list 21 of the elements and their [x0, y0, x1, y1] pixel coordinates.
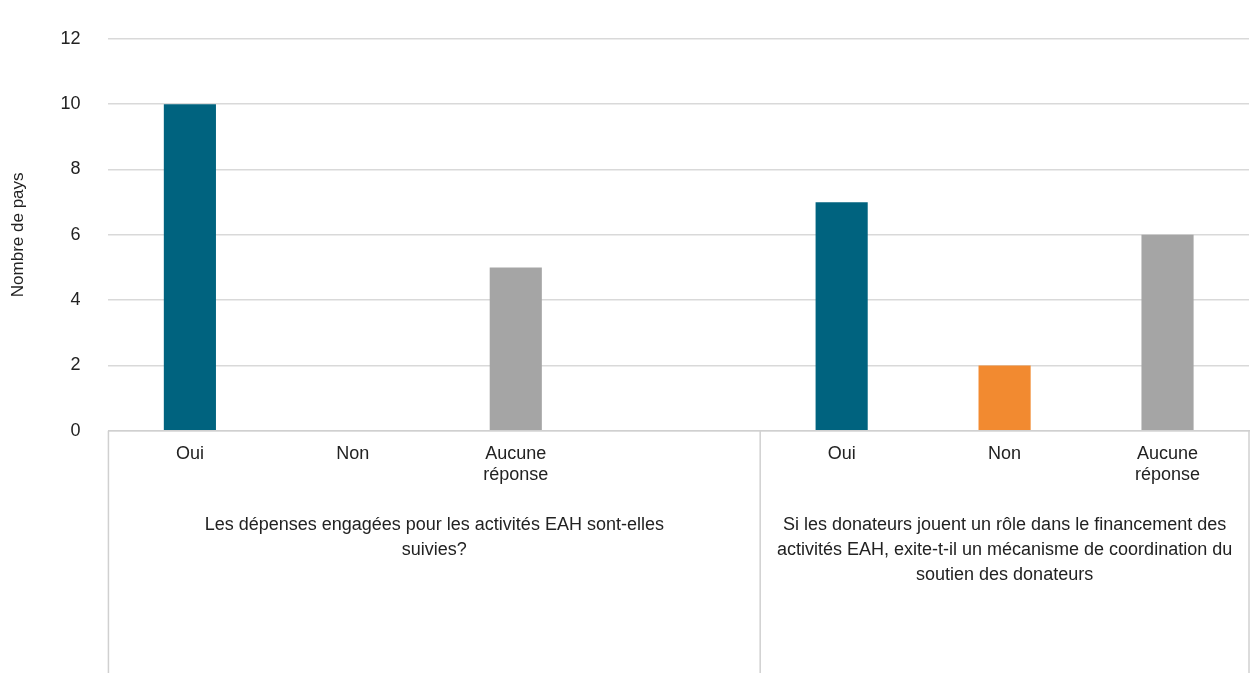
x-tick-label: Non [988, 442, 1022, 463]
y-tick-label: 0 [70, 419, 81, 440]
x-tick-label: Non [336, 442, 370, 463]
y-axis-title: Nombre de pays [7, 172, 27, 298]
text: Si les donateurs jouent un rôle dans le financement des activités EAH, exite-t-il un mécanisme de coordination du soutien des donateurs [776, 513, 1233, 584]
y-tick-label: 2 [70, 354, 81, 375]
y-tick-label: 6 [70, 223, 81, 244]
bar [815, 202, 868, 431]
bar [1141, 234, 1194, 431]
x-tick-label: Aucune réponse [1135, 442, 1201, 485]
x-tick-label: Aucune réponse [483, 442, 549, 485]
text: Les dépenses engagées pour les activités EAH sont-elles suivies? [204, 513, 664, 559]
y-tick-label: 4 [70, 289, 81, 310]
y-tick-label: 10 [60, 93, 81, 114]
bar [978, 365, 1031, 431]
bar [163, 104, 216, 431]
bar [489, 267, 542, 431]
y-tick-label: 8 [70, 158, 81, 179]
x-tick-label: Oui [175, 442, 204, 463]
y-tick-label: 12 [60, 27, 81, 48]
x-tick-label: Oui [827, 442, 856, 463]
